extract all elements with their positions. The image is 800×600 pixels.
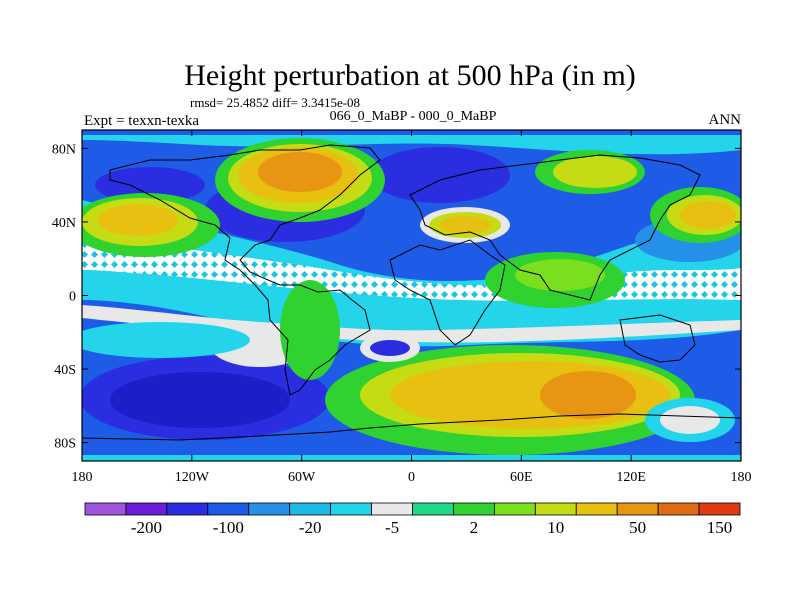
x-tick-label: 60W <box>288 470 316 485</box>
tropical-band <box>82 200 741 347</box>
season-label: ANN <box>709 112 742 128</box>
colorbar-swatch <box>330 502 372 516</box>
x-tick-label: 180 <box>72 470 93 485</box>
colorbar-label: -5 <box>385 518 399 537</box>
colorbar-swatch <box>166 502 209 516</box>
colorbar-swatch <box>371 502 413 516</box>
y-tick-label: 40S <box>54 363 76 378</box>
colorbar-swatch <box>248 502 291 516</box>
colorbar-swatch <box>657 502 700 516</box>
experiment-label: Expt = texxn-texka <box>84 113 199 129</box>
colorbar-label: 2 <box>470 518 479 537</box>
x-tick-label: 0 <box>408 470 415 485</box>
continent-outlines <box>82 144 741 441</box>
zero-band-south <box>82 305 741 343</box>
x-tick-label: 120W <box>175 470 210 485</box>
colorbar-label: 10 <box>547 518 564 537</box>
x-tick-label: 120E <box>616 470 646 485</box>
colorbar-swatch <box>207 502 250 516</box>
colorbar-swatch <box>493 502 536 516</box>
colorbar-swatch <box>534 502 577 516</box>
colorbar-label: -20 <box>299 518 322 537</box>
americas-outline <box>109 144 381 396</box>
colorbar-swatch <box>84 502 127 516</box>
colorbar-swatch <box>575 502 618 516</box>
x-tick-label: 60E <box>510 470 533 485</box>
y-tick-label: 40N <box>52 216 76 231</box>
y-tick-label: 0 <box>69 290 76 305</box>
africa-outline <box>389 239 506 346</box>
colorbar-swatch <box>125 502 168 516</box>
y-tick-label: 80N <box>52 142 76 157</box>
colorbar-swatch <box>289 502 332 516</box>
colorbar-label: 150 <box>707 518 733 537</box>
antarctica-outline <box>82 413 741 441</box>
colorbar-swatch <box>453 502 495 516</box>
colorbar: -200 -100 -20 -5 2 10 50 150 <box>84 502 741 537</box>
colorbar-label: 50 <box>629 518 646 537</box>
eurasia-outline <box>409 154 701 301</box>
colorbar-swatch <box>698 502 741 516</box>
colorbar-label: -100 <box>213 518 244 537</box>
australia-outline <box>619 314 696 363</box>
colorbar-swatch <box>412 502 454 516</box>
europe-low <box>370 147 510 203</box>
south-america-high <box>280 280 340 380</box>
stats-text: rmsd= 25.4852 diff= 3.3415e-08 <box>190 95 360 110</box>
y-axis: 80N 40N 0 40S 80S <box>52 142 741 452</box>
colorbar-label: -200 <box>131 518 162 537</box>
y-tick-label: 80S <box>54 437 76 452</box>
period-label: 066_0_MaBP - 000_0_MaBP <box>330 109 497 124</box>
colorbar-swatch <box>616 502 659 516</box>
field-map <box>82 130 741 461</box>
chart-title: Height perturbation at 500 hPa (in m) <box>184 59 636 92</box>
polar-band-north <box>82 135 741 155</box>
x-axis: 180 120W 60W 0 60E 120E 180 <box>72 130 752 485</box>
x-tick-label: 180 <box>731 470 752 485</box>
